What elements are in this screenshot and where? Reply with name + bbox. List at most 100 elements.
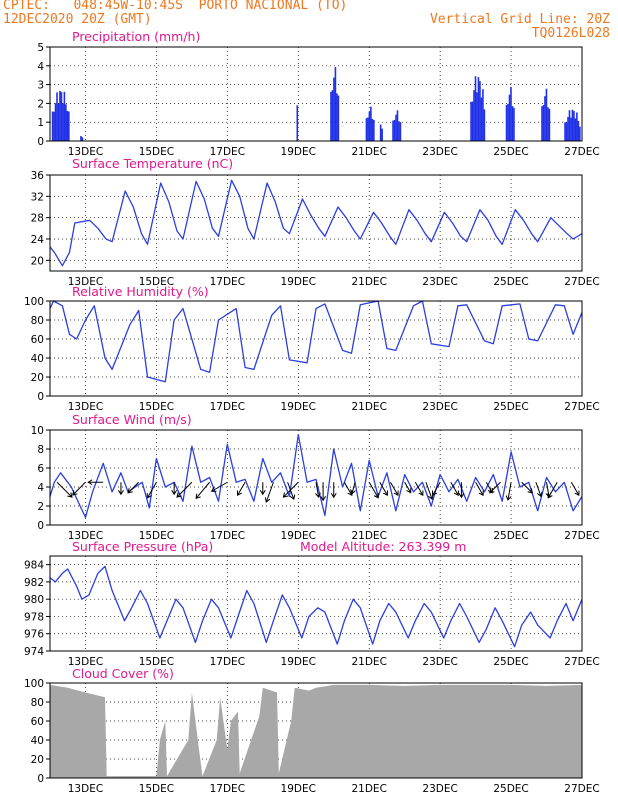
- panel-2: 20 24 28 32 36 13DEC 15DEC 17DEC 19DEC 21DEC 23DEC…: [31, 156, 600, 288]
- x-tick-label: 25DEC: [493, 146, 528, 158]
- y-tick-label: 100: [24, 296, 44, 308]
- panel-title: Cloud Cover (%): [72, 666, 174, 681]
- x-tick-label: 17DEC: [210, 146, 245, 158]
- x-tick-label: 19DEC: [281, 401, 316, 413]
- precip-bar: [398, 121, 400, 141]
- wind-arrow: [546, 482, 550, 498]
- cloud-cover-area: [50, 684, 582, 778]
- x-tick-label: 15DEC: [139, 783, 174, 795]
- y-tick-label: 80: [31, 315, 44, 327]
- wind-arrow: [368, 482, 379, 499]
- x-tick-label: 15DEC: [139, 276, 174, 288]
- precip-bar: [393, 119, 396, 141]
- wind-arrow: [489, 481, 501, 494]
- precip-bar: [548, 108, 551, 141]
- y-tick-label: 8: [37, 444, 44, 456]
- x-tick-label: 13DEC: [68, 530, 103, 542]
- x-tick-label: 19DEC: [281, 783, 316, 795]
- wind-arrow: [390, 482, 399, 496]
- y-tick-label: 0: [37, 391, 44, 403]
- wind-arrow-head: [330, 492, 337, 499]
- x-tick-label: 13DEC: [68, 783, 103, 795]
- wind-arrow-head: [259, 489, 266, 496]
- precip-bar: [337, 95, 340, 141]
- y-tick-label: 20: [31, 255, 44, 267]
- y-tick-label: 0: [37, 773, 44, 785]
- panel-5: 974 976 978 980 982 984 13DEC 15DEC 17DEC 19DEC 21…: [24, 539, 600, 668]
- y-tick-label: 984: [24, 560, 44, 572]
- header-model-code: TQ0126L028: [531, 26, 610, 41]
- y-tick-label: 4: [37, 482, 44, 494]
- x-tick-label: 13DEC: [68, 146, 103, 158]
- y-tick-label: 28: [31, 213, 44, 225]
- y-tick-label: 982: [24, 577, 44, 589]
- precip-bar: [574, 118, 577, 141]
- wind-arrow: [343, 482, 353, 496]
- precip-bar: [365, 118, 368, 141]
- x-tick-label: 19DEC: [281, 276, 316, 288]
- x-tick-label: 13DEC: [68, 276, 103, 288]
- x-tick-label: 15DEC: [139, 656, 174, 668]
- x-tick-label: 19DEC: [281, 530, 316, 542]
- wind-arrow: [211, 481, 228, 492]
- x-tick-label: 15DEC: [139, 530, 174, 542]
- wind-arrow-head: [574, 490, 580, 497]
- wind-arrow: [127, 481, 140, 494]
- panel-title: Relative Humidity (%): [72, 284, 209, 299]
- precip-bar: [541, 106, 543, 141]
- precip-bar: [53, 111, 55, 141]
- y-tick-label: 60: [31, 716, 44, 728]
- wind-arrow-head: [146, 493, 152, 499]
- precip-bar: [57, 103, 60, 141]
- x-tick-label: 17DEC: [210, 401, 245, 413]
- x-tick-label: 13DEC: [68, 656, 103, 668]
- wind-arrow: [56, 481, 73, 498]
- x-tick-label: 25DEC: [493, 276, 528, 288]
- y-tick-label: 60: [31, 334, 44, 346]
- x-tick-label: 23DEC: [422, 530, 457, 542]
- panel-title: Precipitation (mm/h): [72, 29, 200, 44]
- precip-bar: [336, 93, 338, 141]
- x-tick-label: 17DEC: [210, 276, 245, 288]
- wind-arrow: [195, 481, 210, 499]
- precip-bar: [505, 104, 508, 141]
- wind-arrow: [521, 481, 533, 494]
- y-tick-label: 0: [37, 520, 44, 532]
- wind-arrow: [432, 482, 441, 496]
- wind-arrow: [315, 482, 320, 498]
- wind-arrow-head: [478, 490, 484, 497]
- wind-arrow-head: [428, 494, 434, 501]
- wind-arrow-head: [289, 494, 296, 501]
- y-tick-label: 978: [24, 611, 44, 623]
- precip-bar: [542, 105, 545, 141]
- precip-bar: [371, 118, 374, 141]
- y-tick-label: 100: [24, 678, 44, 690]
- precip-bar: [573, 111, 575, 141]
- series-line: [49, 179, 583, 267]
- wind-arrow: [475, 482, 484, 496]
- wind-arrow-head: [210, 486, 217, 492]
- header-run-time: 12DEC2020 20Z (GMT): [3, 12, 152, 27]
- precip-bar: [370, 106, 372, 141]
- x-tick-label: 21DEC: [351, 783, 386, 795]
- wind-arrow-head: [127, 488, 133, 494]
- precip-bar: [507, 103, 509, 141]
- precip-bar: [471, 101, 474, 141]
- panel-annotation: Model Altitude: 263.399 m: [300, 539, 466, 554]
- y-tick-label: 0: [37, 136, 44, 148]
- y-tick-label: 2: [37, 501, 44, 513]
- y-tick-label: 1: [37, 117, 44, 129]
- x-tick-label: 21DEC: [351, 401, 386, 413]
- precip-bar: [81, 137, 84, 141]
- precip-bar: [567, 116, 569, 141]
- precip-bar: [368, 111, 371, 141]
- precip-bar: [381, 128, 383, 141]
- precip-bar: [565, 122, 568, 141]
- wind-arrow: [425, 482, 433, 500]
- x-tick-label: 19DEC: [281, 656, 316, 668]
- wind-arrow-head: [72, 490, 78, 496]
- header-grid-line: Vertical Grid Line: 20Z: [429, 12, 610, 27]
- x-tick-label: 21DEC: [351, 530, 386, 542]
- y-tick-label: 976: [24, 629, 44, 641]
